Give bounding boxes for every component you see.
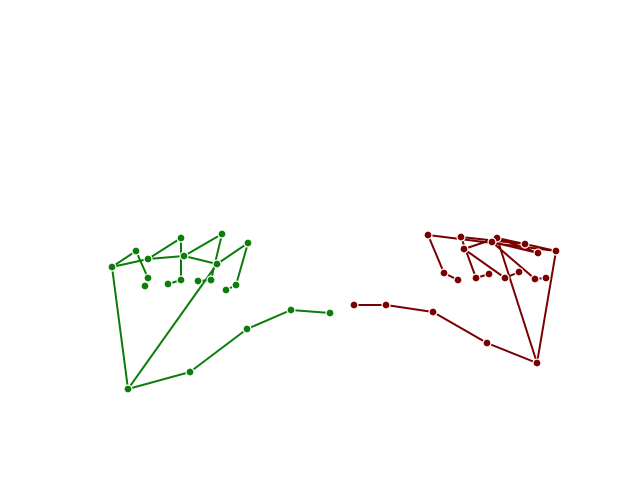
- right-hand-bone: [491, 241, 539, 254]
- left-hand-keypoint: [131, 246, 141, 256]
- right-hand-skeleton: [349, 230, 561, 368]
- right-hand-keypoint: [453, 275, 463, 285]
- right-hand-bone: [385, 304, 434, 313]
- right-hand-keypoint: [471, 273, 481, 283]
- right-hand-bone: [496, 237, 538, 364]
- right-hand-keypoint: [487, 237, 497, 247]
- right-hand-keypoint: [532, 358, 542, 368]
- right-hand-bone: [463, 248, 506, 279]
- right-hand-bone: [524, 243, 557, 252]
- right-hand-bone: [536, 250, 557, 364]
- right-hand-keypoint: [533, 248, 543, 258]
- right-hand-bone: [460, 236, 477, 279]
- left-hand-keypoint: [179, 251, 189, 261]
- left-hand-bone: [210, 233, 223, 281]
- left-hand-bone: [290, 309, 331, 314]
- right-hand-keypoint: [541, 273, 551, 283]
- right-hand-keypoint: [482, 338, 492, 348]
- right-hand-keypoint: [551, 246, 561, 256]
- right-hand-keypoint: [484, 269, 494, 279]
- left-hand-keypoint: [185, 367, 195, 377]
- left-hand-keypoint: [143, 254, 153, 264]
- left-hand-keypoint: [221, 285, 231, 295]
- left-hand-bone: [189, 328, 248, 373]
- left-hand-bone: [183, 255, 218, 265]
- left-hand-bone: [147, 237, 182, 260]
- left-hand-keypoint: [123, 384, 133, 394]
- left-hand-skeleton: [107, 229, 335, 394]
- left-hand-keypoint: [176, 275, 186, 285]
- left-hand-keypoint: [143, 273, 153, 283]
- right-hand-keypoint: [423, 230, 433, 240]
- left-hand-keypoint: [243, 238, 253, 248]
- right-hand-bone: [486, 342, 538, 364]
- left-hand-bone: [216, 242, 249, 265]
- right-hand-keypoint: [456, 232, 466, 242]
- left-hand-keypoint: [107, 262, 117, 272]
- left-hand-bone: [111, 250, 137, 268]
- right-hand-keypoint: [428, 307, 438, 317]
- left-hand-keypoint: [163, 279, 173, 289]
- left-hand-bone: [135, 250, 149, 279]
- right-hand-keypoint: [381, 300, 391, 310]
- left-hand-bone: [183, 233, 223, 257]
- right-hand-keypoint: [459, 244, 469, 254]
- right-hand-bone: [432, 311, 488, 344]
- left-hand-bone: [147, 255, 185, 260]
- left-hand-bone: [127, 371, 191, 390]
- right-hand-keypoint: [530, 274, 540, 284]
- right-hand-keypoint: [439, 268, 449, 278]
- left-hand-bone: [111, 258, 149, 268]
- right-hand-bone: [491, 241, 536, 280]
- left-hand-bone: [127, 263, 218, 390]
- right-hand-keypoint: [500, 273, 510, 283]
- left-hand-keypoint: [176, 233, 186, 243]
- left-hand-keypoint: [325, 308, 335, 318]
- left-hand-bone: [235, 242, 249, 286]
- left-hand-keypoint: [140, 281, 150, 291]
- left-hand-keypoint: [206, 275, 216, 285]
- left-hand-keypoint: [286, 305, 296, 315]
- right-hand-bone: [427, 234, 445, 274]
- left-hand-bone: [111, 266, 129, 390]
- left-hand-keypoint: [217, 229, 227, 239]
- right-hand-keypoint: [514, 267, 524, 277]
- left-hand-keypoint: [212, 259, 222, 269]
- left-hand-keypoint: [242, 324, 252, 334]
- right-hand-keypoint: [349, 300, 359, 310]
- left-hand-keypoint: [193, 276, 203, 286]
- right-hand-keypoint: [520, 239, 530, 249]
- left-hand-keypoint: [231, 280, 241, 290]
- left-hand-bone: [246, 309, 292, 330]
